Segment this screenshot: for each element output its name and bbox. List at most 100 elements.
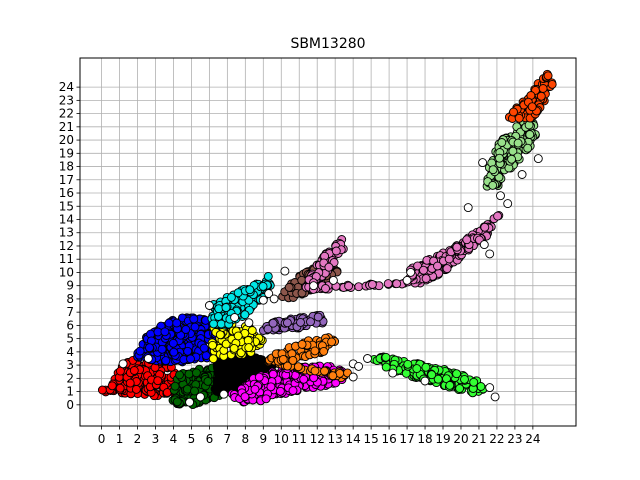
y-tick-label: 20 [59, 133, 74, 147]
outlier-point [280, 266, 290, 276]
y-tick-label: 18 [59, 160, 74, 174]
outlier-point [143, 354, 153, 363]
data-point [275, 386, 285, 396]
data-point [282, 361, 292, 371]
x-tick-label: 20 [453, 432, 468, 446]
outlier-point [204, 301, 214, 310]
data-point [268, 369, 278, 379]
outlier-point [485, 383, 495, 393]
data-point [175, 370, 184, 380]
data-point [107, 381, 117, 391]
data-point [413, 261, 423, 271]
outlier-point [264, 289, 274, 299]
y-tick-label: 4 [66, 345, 74, 359]
data-point [209, 319, 219, 329]
data-point [513, 138, 523, 148]
data-point [310, 346, 320, 356]
data-point [169, 347, 179, 357]
data-point [160, 327, 170, 337]
data-point [403, 359, 413, 369]
data-point [331, 246, 341, 256]
y-tick-label: 16 [59, 186, 74, 200]
x-tick-label: 11 [292, 432, 307, 446]
data-point [507, 154, 517, 164]
data-points [97, 69, 557, 410]
y-tick-label: 17 [59, 173, 74, 187]
data-point [190, 386, 199, 396]
outlier-point [118, 359, 128, 369]
y-tick-label: 11 [59, 252, 74, 266]
data-point [488, 180, 498, 190]
y-tick-label: 22 [59, 107, 74, 121]
data-point [433, 261, 442, 271]
data-point [455, 384, 465, 393]
outlier-point [363, 354, 372, 363]
data-point [476, 382, 486, 391]
x-tick-label: 13 [328, 432, 343, 446]
data-point [497, 138, 507, 147]
data-point [125, 378, 135, 388]
data-point [199, 343, 209, 353]
data-point [412, 364, 422, 374]
x-tick-label: 23 [507, 432, 522, 446]
outlier-point [533, 154, 543, 164]
y-tick-label: 15 [59, 199, 74, 213]
data-point [344, 281, 354, 291]
data-point [213, 312, 223, 321]
outlier-point [490, 392, 500, 402]
data-point [538, 84, 548, 93]
x-tick-label: 8 [242, 432, 250, 446]
outlier-point [219, 389, 229, 399]
outlier-point [348, 372, 358, 382]
data-point [161, 356, 171, 366]
outlier-point [269, 294, 279, 304]
data-point [203, 376, 213, 386]
plot-frame [79, 57, 577, 427]
y-tick-label: 2 [66, 371, 74, 385]
data-point [214, 304, 224, 314]
data-point [221, 303, 231, 313]
data-point [170, 381, 180, 391]
data-point [488, 165, 498, 175]
data-point [278, 354, 288, 364]
y-tick-label: 13 [59, 226, 74, 240]
grid-lines [80, 58, 576, 426]
y-tick-label: 19 [59, 146, 74, 160]
y-tick-label: 6 [66, 318, 74, 332]
data-point [462, 235, 472, 245]
data-point [164, 318, 174, 328]
data-point [381, 362, 391, 372]
data-point [212, 361, 222, 371]
data-point [284, 282, 294, 292]
data-point [184, 369, 194, 379]
data-point [216, 319, 226, 329]
data-point [129, 366, 139, 375]
outlier-point [503, 199, 513, 209]
data-point [208, 354, 218, 364]
outlier-point [244, 318, 254, 328]
y-tick-label: 14 [59, 212, 74, 226]
data-point [245, 285, 255, 295]
data-point [421, 362, 431, 372]
outlier-point [258, 295, 268, 305]
data-point [452, 369, 462, 379]
x-tick-label: 22 [489, 432, 504, 446]
data-point [514, 113, 524, 123]
data-point [135, 346, 145, 356]
data-point [354, 282, 364, 292]
outlier-point [496, 191, 505, 201]
outlier-point [185, 397, 195, 407]
data-point [392, 279, 402, 289]
data-point [452, 242, 462, 252]
data-point [536, 91, 546, 101]
data-point [183, 346, 193, 356]
data-point [240, 392, 250, 402]
data-point [263, 324, 273, 334]
outlier-point [478, 158, 488, 168]
data-point [233, 331, 243, 341]
x-tick-label: 3 [152, 432, 160, 446]
x-tick-label: 12 [310, 432, 325, 446]
x-tick-label: 9 [259, 432, 267, 446]
outlier-point [406, 267, 416, 277]
data-point [222, 369, 231, 379]
